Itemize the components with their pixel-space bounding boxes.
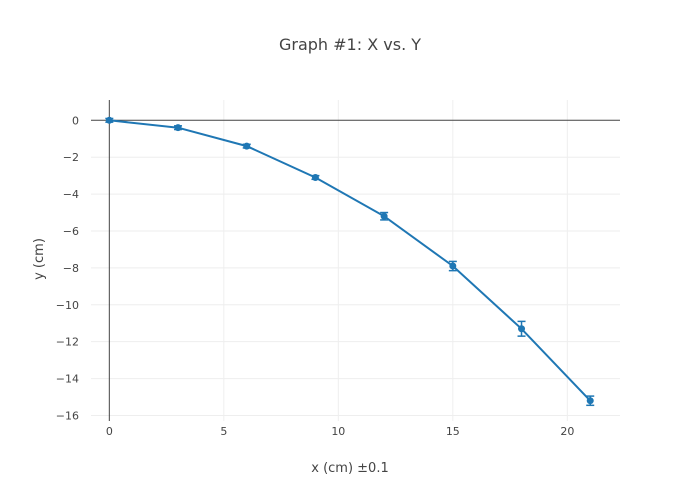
x-tick-label: 10: [331, 425, 345, 438]
axis-layer: [91, 100, 620, 421]
y-tick-label: −12: [56, 336, 79, 349]
y-tick-label: 0: [72, 114, 79, 127]
y-tick-label: −6: [63, 225, 79, 238]
y-tick-label: −10: [56, 299, 79, 312]
x-tick-label: 15: [446, 425, 460, 438]
data-point: [311, 173, 319, 181]
y-tick-label: −14: [56, 373, 79, 386]
y-tick-label: −4: [63, 188, 79, 201]
x-tick-label: 0: [106, 425, 113, 438]
grid-layer: [91, 100, 620, 421]
data-point: [105, 116, 113, 124]
y-axis-title: y (cm): [32, 238, 47, 280]
data-point: [243, 142, 251, 150]
y-tick-label: −8: [63, 262, 79, 275]
x-axis-title: x (cm) ±0.1: [311, 461, 388, 476]
data-point: [174, 124, 182, 132]
data-point: [586, 397, 594, 405]
x-tick-label: 5: [220, 425, 227, 438]
y-tick-label: −16: [56, 409, 79, 422]
series-line: [109, 119, 591, 402]
x-tick-label: 20: [560, 425, 574, 438]
data-point: [518, 325, 526, 333]
data-point: [380, 212, 388, 220]
data-point: [449, 262, 457, 270]
tick-label-layer: 0 5 10 15 20 0 −2 −4 −6 −8 −10 −12 −14 −16: [56, 114, 575, 438]
series-layer: [105, 116, 595, 407]
chart-title: Graph #1: X vs. Y: [279, 35, 421, 54]
y-tick-label: −2: [63, 151, 79, 164]
